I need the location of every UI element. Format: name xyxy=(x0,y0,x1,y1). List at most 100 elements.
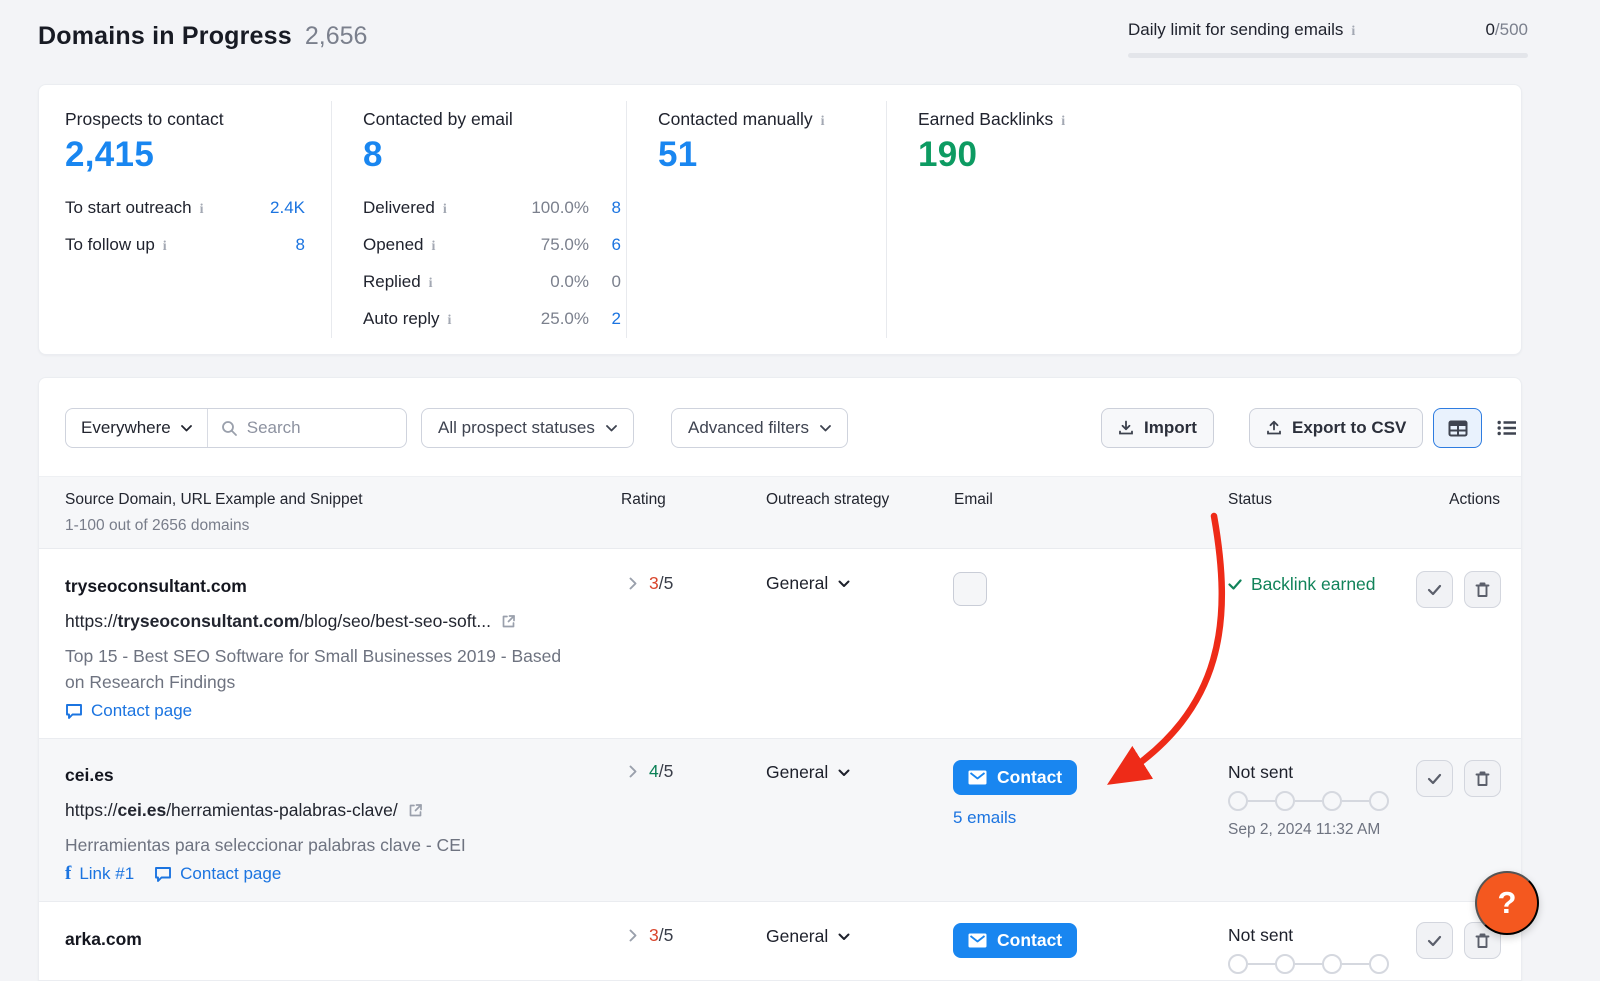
step-dot xyxy=(1322,954,1342,974)
chevron-down-icon xyxy=(838,769,850,776)
step-dot xyxy=(1275,954,1295,974)
table-row: tryseoconsultant.com https://tryseoconsu… xyxy=(39,549,1521,738)
to-start-outreach-value[interactable]: 2.4K xyxy=(270,198,305,217)
col-status: Status xyxy=(1228,491,1272,508)
delete-button[interactable] xyxy=(1464,571,1501,608)
stat-prospects-label: Prospects to contact xyxy=(65,109,224,129)
mark-done-button[interactable] xyxy=(1416,571,1453,608)
contact-button[interactable]: Contact xyxy=(953,923,1078,958)
stat-manually-value[interactable]: 51 xyxy=(658,135,698,174)
info-icon[interactable]: i xyxy=(162,239,167,254)
opened-count[interactable]: 6 xyxy=(611,235,621,254)
chevron-right-icon[interactable] xyxy=(629,929,637,942)
stat-by-email-value[interactable]: 8 xyxy=(363,135,383,174)
url-example: https://cei.es/herramientas-palabras-cla… xyxy=(65,800,424,821)
url-example: https://tryseoconsultant.com/blog/seo/be… xyxy=(65,611,517,632)
info-icon[interactable]: i xyxy=(431,239,436,254)
source-domain[interactable]: cei.es xyxy=(65,765,114,785)
mark-done-button[interactable] xyxy=(1416,922,1453,959)
table-view-button[interactable] xyxy=(1433,408,1482,448)
stat-delivered: Delivered i 100.0% 8 xyxy=(363,198,621,217)
status-not-sent: Not sent xyxy=(1228,762,1294,782)
list-view-icon xyxy=(1497,420,1516,436)
rating-cell[interactable]: 4/5 xyxy=(629,761,673,782)
search-scope-dropdown[interactable]: Everywhere xyxy=(66,409,208,447)
prospect-statuses-dropdown[interactable]: All prospect statuses xyxy=(421,408,634,448)
delete-button[interactable] xyxy=(1464,760,1501,797)
rating-cell[interactable]: 3/5 xyxy=(629,925,673,946)
step-dot xyxy=(1369,791,1389,811)
info-icon[interactable]: i xyxy=(1351,24,1356,39)
page-snippet: Top 15 - Best SEO Software for Small Bus… xyxy=(65,646,562,692)
col-source: Source Domain, URL Example and Snippet xyxy=(65,491,363,508)
step-line xyxy=(1342,963,1369,965)
table-row: cei.es https://cei.es/herramientas-palab… xyxy=(39,738,1521,901)
emails-count-link[interactable]: 5 emails xyxy=(953,808,1017,827)
source-domain[interactable]: tryseoconsultant.com xyxy=(65,576,247,596)
daily-limit-label: Daily limit for sending emails i xyxy=(1128,20,1356,39)
chevron-right-icon[interactable] xyxy=(629,765,637,778)
outreach-strategy-dropdown[interactable]: General xyxy=(766,762,850,783)
trash-icon xyxy=(1475,771,1490,786)
stat-to-start-outreach: To start outreach i 2.4K xyxy=(65,198,305,217)
step-dot xyxy=(1275,791,1295,811)
check-icon xyxy=(1228,579,1242,590)
status-backlink-earned: Backlink earned xyxy=(1228,574,1376,595)
col-email: Email xyxy=(954,491,993,508)
step-line xyxy=(1342,800,1369,802)
view-history-button[interactable] xyxy=(953,572,987,606)
contact-button[interactable]: Contact xyxy=(953,760,1078,795)
row-links: f Link #1 Contact page xyxy=(65,863,281,885)
daily-limit-progressbar xyxy=(1128,53,1528,58)
page-title: Domains in Progress 2,656 xyxy=(38,22,367,51)
info-icon[interactable]: i xyxy=(442,202,447,217)
step-line xyxy=(1295,800,1322,802)
info-icon[interactable]: i xyxy=(428,276,433,291)
mark-done-button[interactable] xyxy=(1416,760,1453,797)
contact-page-link[interactable]: Contact page xyxy=(154,863,281,885)
stat-backlinks-value[interactable]: 190 xyxy=(918,135,978,174)
outreach-strategy-dropdown[interactable]: General xyxy=(766,926,850,947)
facebook-link[interactable]: f Link #1 xyxy=(65,863,135,884)
stat-opened: Opened i 75.0% 6 xyxy=(363,235,621,254)
contact-page-link[interactable]: Contact page xyxy=(65,701,192,721)
search-icon xyxy=(221,420,237,436)
trash-icon xyxy=(1475,933,1490,948)
export-to-csv-button[interactable]: Export to CSV xyxy=(1249,408,1424,448)
stat-to-follow-up: To follow up i 8 xyxy=(65,235,305,254)
rating-cell[interactable]: 3/5 xyxy=(629,573,673,594)
stat-prospects-value[interactable]: 2,415 xyxy=(65,135,155,174)
chevron-down-icon xyxy=(180,424,192,431)
table-row: arka.com 3/5 General Contact Not sent xyxy=(39,901,1521,980)
advanced-filters-dropdown[interactable]: Advanced filters xyxy=(671,408,848,448)
daily-limit-value: 0/500 xyxy=(1485,20,1528,39)
search-input[interactable] xyxy=(246,418,387,438)
daily-limit-widget: Daily limit for sending emails i 0/500 xyxy=(1128,20,1528,58)
external-link-icon[interactable] xyxy=(407,802,424,819)
delivered-count[interactable]: 8 xyxy=(611,198,621,217)
info-icon[interactable]: i xyxy=(199,202,204,217)
help-button[interactable]: ? xyxy=(1475,871,1539,935)
facebook-icon: f xyxy=(65,863,72,884)
col-actions: Actions xyxy=(1449,491,1500,508)
outreach-strategy-dropdown[interactable]: General xyxy=(766,573,850,594)
info-icon[interactable]: i xyxy=(820,114,825,129)
step-dot xyxy=(1228,954,1248,974)
rating-value: 3 xyxy=(649,925,659,945)
stats-summary-card: Prospects to contact 2,415 To start outr… xyxy=(38,84,1522,355)
auto-reply-count[interactable]: 2 xyxy=(611,309,621,328)
step-line xyxy=(1295,963,1322,965)
import-button[interactable]: Import xyxy=(1101,408,1214,448)
replied-count: 0 xyxy=(611,272,621,291)
envelope-icon xyxy=(968,770,987,785)
info-icon[interactable]: i xyxy=(447,313,452,328)
prospects-table-card: Everywhere All prospect statuses Advance… xyxy=(38,377,1522,981)
chevron-right-icon[interactable] xyxy=(629,577,637,590)
col-strategy: Outreach strategy xyxy=(766,491,890,508)
source-domain[interactable]: arka.com xyxy=(65,929,142,949)
external-link-icon[interactable] xyxy=(500,613,517,630)
list-view-button[interactable] xyxy=(1482,408,1521,448)
pagination-summary: 1-100 out of 2656 domains xyxy=(65,517,250,534)
to-follow-up-value[interactable]: 8 xyxy=(295,235,305,254)
info-icon[interactable]: i xyxy=(1061,114,1066,129)
